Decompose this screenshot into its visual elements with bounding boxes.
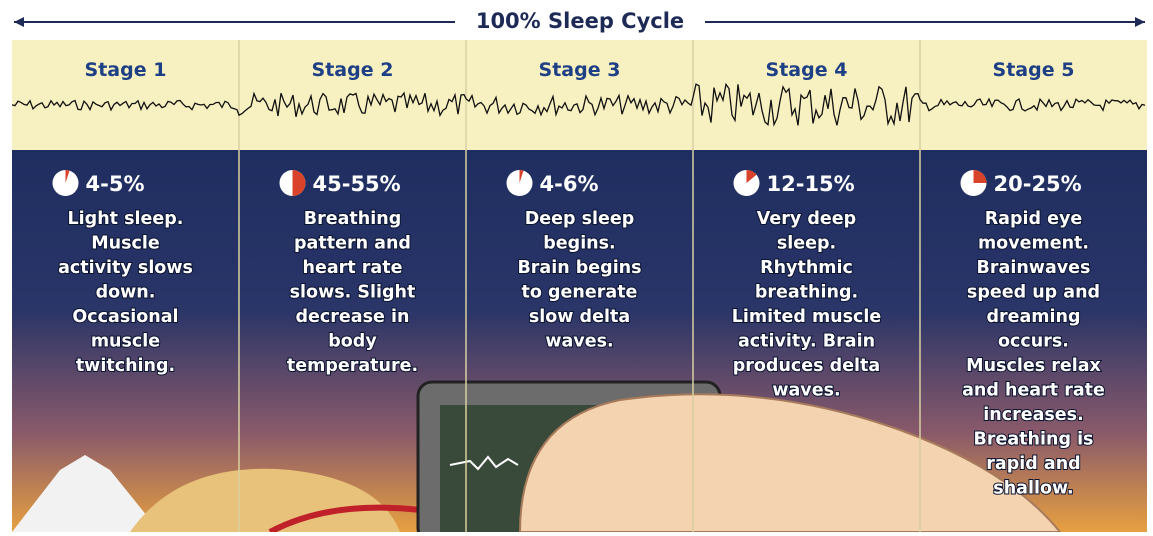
stage-description: activity slows (58, 258, 193, 278)
stage-description: Brain begins (517, 258, 641, 278)
stage-description: body (328, 332, 377, 352)
stage-description: Limited muscle (732, 307, 882, 327)
stage-percent: 45-55% (313, 172, 401, 196)
stage-description: begins. (543, 234, 615, 254)
stage-percent: 20-25% (994, 172, 1082, 196)
stage-description: Brainwaves (977, 258, 1091, 278)
stage-description: increases. (983, 405, 1084, 425)
stage-name: Stage 4 (766, 59, 848, 81)
stage-description: movement. (978, 234, 1089, 254)
stage-description: to generate (522, 283, 638, 303)
stage-percent: 4-5% (86, 172, 145, 196)
stage-description: breathing. (755, 283, 858, 303)
stage-description: rapid and (986, 454, 1080, 474)
wave-band (12, 40, 1147, 150)
stage-name: Stage 5 (993, 59, 1075, 81)
stage-name: Stage 2 (312, 59, 394, 81)
stage-description: slow delta (529, 307, 630, 327)
stage-description: muscle (91, 332, 160, 352)
stage-name: Stage 1 (85, 59, 167, 81)
stage-description: Breathing (304, 209, 401, 229)
stage-percent: 12-15% (767, 172, 855, 196)
stage-description: Very deep (757, 209, 856, 229)
stage-description: Deep sleep (525, 209, 635, 229)
stage-description: temperature. (287, 356, 418, 376)
stage-description: occurs. (998, 332, 1069, 352)
stage-description: pattern and (294, 234, 411, 254)
stage-description: Occasional (72, 307, 178, 327)
stage-description: waves. (545, 332, 613, 352)
stage-description: speed up and (967, 283, 1100, 303)
stage-description: produces delta (733, 356, 881, 376)
stage-description: Breathing is (974, 430, 1094, 450)
page: 100% Sleep Cycle Stage 1 4-5% Light sleep.… (0, 0, 1153, 532)
stage-description: heart rate (303, 258, 403, 278)
stage-description: Rapid eye (985, 209, 1083, 229)
stage-description: activity. Brain (738, 332, 875, 352)
stage-description: Muscle (91, 234, 160, 254)
stage-description: Muscles relax (966, 356, 1101, 376)
stage-percent: 4-6% (540, 172, 599, 196)
stage-description: slows. Slight (290, 283, 416, 303)
stage-description: decrease in (296, 307, 410, 327)
stage-description: down. (96, 283, 156, 303)
stage-description: dreaming (986, 307, 1080, 327)
infographic: 100% Sleep Cycle Stage 1 4-5% Light sleep.… (0, 0, 1153, 532)
title: 100% Sleep Cycle (476, 9, 684, 33)
stage-description: Light sleep. (68, 209, 184, 229)
stage-description: and heart rate (962, 381, 1105, 401)
stage-description: shallow. (993, 479, 1073, 499)
stage-name: Stage 3 (539, 59, 621, 81)
stage-description: waves. (772, 381, 840, 401)
stage-description: twitching. (76, 356, 175, 376)
stage-description: sleep. (777, 234, 836, 254)
stage-description: Rhythmic (760, 258, 853, 278)
